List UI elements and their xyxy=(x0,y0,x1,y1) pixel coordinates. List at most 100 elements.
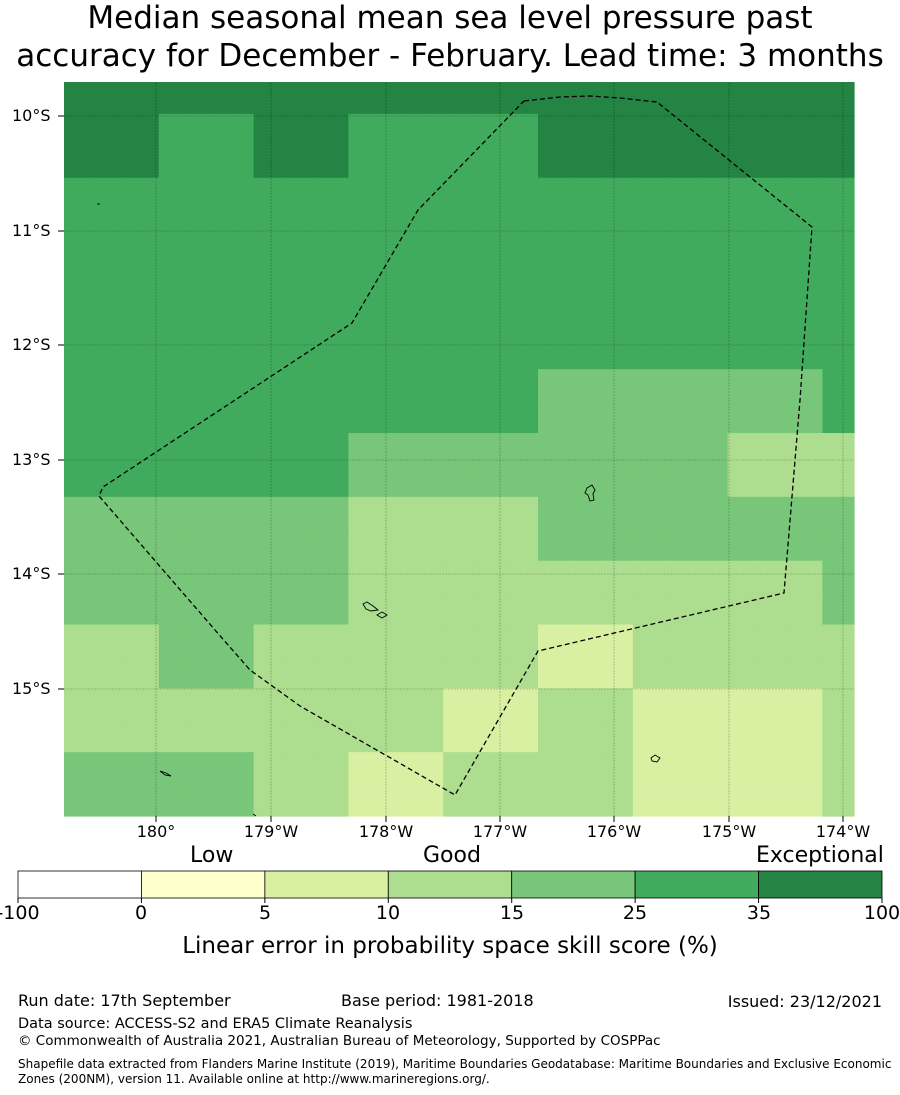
grid-cell xyxy=(759,464,792,498)
grid-cell xyxy=(506,145,539,179)
grid-cell xyxy=(64,433,97,466)
grid-cell xyxy=(696,752,729,785)
grid-cell xyxy=(474,209,507,243)
grid-cell xyxy=(411,560,444,594)
grid-cell xyxy=(632,560,665,594)
grid-cell xyxy=(411,624,444,658)
grid-cell xyxy=(790,464,823,498)
grid-cell xyxy=(316,241,349,275)
grid-cell xyxy=(696,560,729,594)
grid-cell xyxy=(348,624,381,658)
grid-cell xyxy=(506,752,539,785)
grid-cell xyxy=(632,337,665,370)
grid-cell xyxy=(285,464,318,498)
grid-cell xyxy=(348,337,381,370)
grid-cell xyxy=(127,305,160,338)
grid-cell xyxy=(285,560,318,594)
grid-cell xyxy=(285,305,318,338)
grid-cell xyxy=(316,401,349,434)
grid-cell xyxy=(127,177,160,211)
grid-cell xyxy=(759,337,792,370)
grid-cell xyxy=(380,688,413,721)
grid-cell xyxy=(348,401,381,434)
grid-cell xyxy=(443,624,476,658)
grid-cell xyxy=(64,209,97,243)
grid-cell xyxy=(696,496,729,530)
grid-cell xyxy=(664,273,697,306)
grid-cell xyxy=(538,656,571,689)
grid-cell xyxy=(158,496,191,530)
grid-cell xyxy=(64,624,97,658)
grid-cell xyxy=(95,177,128,211)
lon-label-179w: 179°W xyxy=(243,822,299,841)
colorbar-swatch xyxy=(634,870,759,899)
colorbar-swatch xyxy=(758,870,883,899)
grid-cell xyxy=(222,784,255,817)
grid-cell xyxy=(759,145,792,179)
lat-label-10s: 10°S xyxy=(12,106,51,125)
issued-date: Issued: 23/12/2021 xyxy=(727,992,882,1011)
grid-cell xyxy=(474,560,507,594)
grid-cell xyxy=(411,752,444,785)
grid-cell xyxy=(158,177,191,211)
grid-cell xyxy=(285,720,318,753)
lon-label-176w: 176°W xyxy=(586,822,642,841)
grid-cell xyxy=(380,401,413,434)
grid-cell xyxy=(348,433,381,466)
grid-cell xyxy=(411,784,444,817)
grid-cell xyxy=(95,528,128,562)
grid-cell xyxy=(822,369,855,402)
grid-cell xyxy=(696,433,729,466)
grid-cell xyxy=(664,560,697,594)
grid-cell xyxy=(253,624,286,658)
grid-cell xyxy=(601,528,634,562)
grid-cell xyxy=(411,177,444,211)
grid-cell xyxy=(411,209,444,243)
grid-cell xyxy=(538,624,571,658)
lat-label-13s: 13°S xyxy=(12,450,51,469)
grid-cell xyxy=(222,720,255,753)
grid-cell xyxy=(285,113,318,147)
grid-cell xyxy=(190,688,223,721)
grid-cell xyxy=(790,656,823,689)
grid-cell xyxy=(127,656,160,689)
grid-cell xyxy=(95,209,128,243)
colorbar-swatch xyxy=(387,870,513,899)
grid-cell xyxy=(190,433,223,466)
grid-cell xyxy=(64,401,97,434)
grid-cell xyxy=(727,688,760,721)
colorbar-swatch xyxy=(511,870,636,899)
grid-cell xyxy=(64,592,97,626)
grid-cell xyxy=(285,784,318,817)
grid-cell xyxy=(253,177,286,211)
grid-cell xyxy=(727,784,760,817)
grid-cell xyxy=(380,369,413,402)
grid-cell xyxy=(443,209,476,243)
grid-cell xyxy=(569,433,602,466)
grid-cell xyxy=(190,656,223,689)
grid-cell xyxy=(538,560,571,594)
grid-cell xyxy=(380,720,413,753)
grid-cell xyxy=(95,592,128,626)
grid-cell xyxy=(822,82,855,115)
grid-cell xyxy=(190,401,223,434)
colorbar-tick: 25 xyxy=(622,902,648,924)
grid-cell xyxy=(601,401,634,434)
grid-cell xyxy=(348,496,381,530)
grid-cell xyxy=(538,337,571,370)
grid-cell xyxy=(316,369,349,402)
grid-cell xyxy=(727,528,760,562)
grid-cell xyxy=(443,464,476,498)
grid-cell xyxy=(696,369,729,402)
grid-cell xyxy=(411,592,444,626)
grid-cell xyxy=(759,433,792,466)
island-wallis xyxy=(362,601,380,612)
grid-cell xyxy=(95,784,128,817)
grid-cell xyxy=(790,624,823,658)
grid-cell xyxy=(569,528,602,562)
grid-cell xyxy=(285,624,318,658)
grid-cell xyxy=(727,209,760,243)
grid-cell xyxy=(285,145,318,179)
grid-cell xyxy=(727,82,760,115)
grid-cell xyxy=(474,273,507,306)
